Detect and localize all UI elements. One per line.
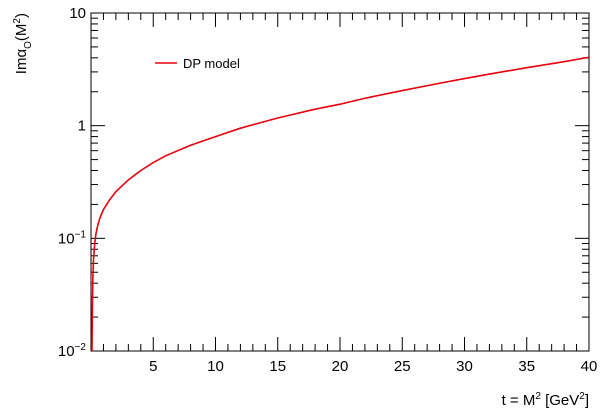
x-tick-label: 35 — [518, 358, 535, 375]
x-tick-label: 5 — [149, 358, 157, 375]
axis-ticks — [91, 13, 589, 351]
x-axis-label: t = M2 [GeV2] — [502, 391, 589, 409]
x-tick-label: 20 — [332, 358, 349, 375]
x-tick-label: 25 — [394, 358, 411, 375]
legend: DP model — [155, 56, 240, 71]
y-tick-label: 1 — [78, 118, 86, 135]
y-tick-label: 10 — [69, 5, 86, 22]
x-tick-label: 10 — [207, 358, 224, 375]
y-tick-label: 10−1 — [58, 229, 87, 247]
x-tick-labels: 5 10 15 20 25 30 35 40 — [149, 358, 597, 375]
x-tick-label: 15 — [269, 358, 286, 375]
series-line-0 — [91, 56, 590, 352]
legend-label-dp-model: DP model — [183, 56, 240, 71]
y-tick-labels: 10−2 10−1 1 10 — [58, 5, 87, 360]
x-tick-label: 40 — [581, 358, 598, 375]
y-tick-label: 10−2 — [58, 342, 87, 360]
x-tick-label: 30 — [456, 358, 473, 375]
series-group — [91, 56, 590, 352]
y-axis-label: ImαO(M2) — [12, 13, 34, 74]
